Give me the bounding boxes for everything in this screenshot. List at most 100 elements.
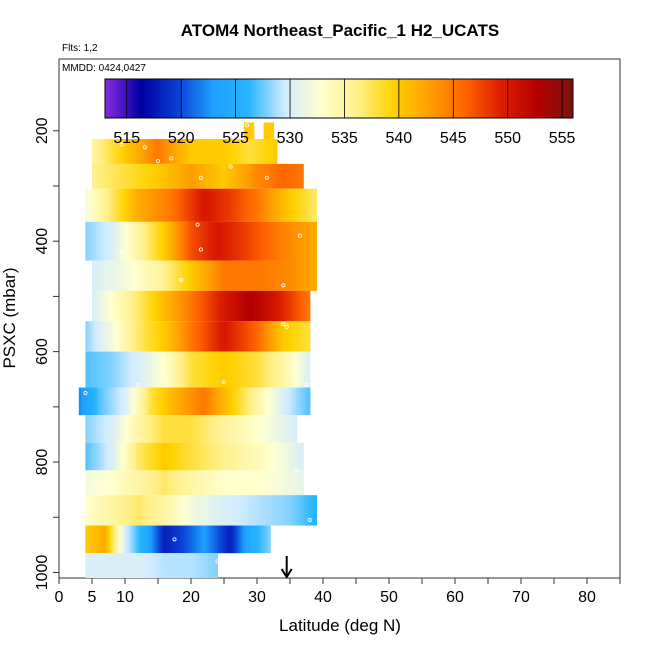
colorbar-swatch bbox=[315, 79, 319, 118]
colorbar-swatch bbox=[120, 79, 124, 118]
heatmap-cell bbox=[276, 260, 280, 291]
colorbar-swatch bbox=[255, 79, 259, 118]
heatmap-cell bbox=[249, 139, 252, 164]
heatmap-cell bbox=[228, 260, 232, 291]
heatmap-cell bbox=[172, 139, 176, 164]
heatmap-cell bbox=[138, 260, 142, 291]
heatmap-cell bbox=[207, 525, 211, 554]
heatmap-cell bbox=[207, 553, 211, 578]
colorbar-swatch bbox=[547, 79, 551, 118]
colorbar-swatch bbox=[320, 79, 324, 118]
flight-marker bbox=[294, 468, 299, 473]
heatmap-cell bbox=[286, 415, 290, 443]
heatmap-cell bbox=[203, 221, 207, 261]
heatmap-cell bbox=[297, 470, 301, 496]
heatmap-cell bbox=[110, 525, 114, 554]
heatmap-cell bbox=[140, 415, 144, 443]
heatmap-cell bbox=[258, 260, 262, 291]
heatmap-cell bbox=[293, 221, 297, 261]
heatmap-cell bbox=[219, 139, 222, 164]
heatmap-cell bbox=[212, 290, 216, 322]
heatmap-cell bbox=[147, 470, 151, 496]
heatmap-cell bbox=[240, 351, 244, 388]
heatmap-cell bbox=[230, 163, 234, 189]
heatmap-cell bbox=[147, 442, 151, 471]
heatmap-cell bbox=[87, 321, 91, 352]
heatmap-cell bbox=[147, 415, 151, 443]
heatmap-cell bbox=[254, 525, 257, 554]
heatmap-cell bbox=[138, 553, 142, 578]
heatmap-cell bbox=[196, 495, 200, 526]
colorbar-swatch bbox=[164, 79, 168, 118]
heatmap-cell bbox=[166, 321, 170, 352]
heatmap-cell bbox=[168, 260, 172, 291]
heatmap-cell bbox=[214, 221, 218, 261]
heatmap-cell bbox=[196, 351, 200, 388]
heatmap-cell bbox=[101, 387, 105, 416]
colorbar-swatch bbox=[149, 79, 153, 118]
heatmap-cell bbox=[274, 442, 278, 471]
heatmap-cell bbox=[101, 495, 105, 526]
heatmap-cell bbox=[161, 221, 165, 261]
heatmap-cell bbox=[209, 260, 213, 291]
heatmap-cell bbox=[124, 221, 128, 261]
heatmap-cell bbox=[281, 470, 285, 496]
heatmap-cell bbox=[180, 525, 184, 554]
heatmap-cell bbox=[224, 470, 227, 496]
colorbar-swatch bbox=[401, 79, 405, 118]
heatmap-cell bbox=[154, 415, 158, 443]
heatmap-cell bbox=[247, 415, 251, 443]
heatmap-cell bbox=[90, 415, 93, 443]
heatmap-cell bbox=[179, 290, 183, 322]
heatmap-cell bbox=[92, 290, 95, 322]
heatmap-cell bbox=[85, 553, 89, 578]
heatmap-cell bbox=[99, 442, 103, 471]
heatmap-cell bbox=[159, 470, 163, 496]
heatmap-cell bbox=[246, 260, 250, 291]
heatmap-cell bbox=[187, 525, 190, 554]
heatmap-cell bbox=[254, 351, 257, 388]
heatmap-cell bbox=[145, 495, 149, 526]
heatmap-cell bbox=[221, 495, 225, 526]
heatmap-cell bbox=[117, 163, 121, 189]
heatmap-cell bbox=[177, 470, 181, 496]
colorbar-swatch bbox=[476, 79, 480, 118]
heatmap-cell bbox=[258, 188, 262, 222]
heatmap-cell bbox=[99, 188, 103, 222]
heatmap-cell bbox=[122, 163, 125, 189]
heatmap-cell bbox=[214, 470, 218, 496]
heatmap-cell bbox=[226, 442, 230, 471]
colorbar-swatch bbox=[448, 79, 452, 118]
heatmap-cell bbox=[200, 470, 204, 496]
heatmap-cell bbox=[248, 122, 252, 140]
colorbar-swatch bbox=[479, 79, 483, 118]
heatmap-cell bbox=[184, 470, 188, 496]
heatmap-cell bbox=[186, 163, 190, 189]
heatmap-cell bbox=[140, 163, 144, 189]
heatmap-cell bbox=[191, 387, 195, 416]
heatmap-cell bbox=[117, 525, 121, 554]
flight-marker bbox=[165, 382, 170, 387]
heatmap-cell bbox=[232, 290, 236, 322]
heatmap-cell bbox=[187, 351, 190, 388]
heatmap-cell bbox=[124, 163, 128, 189]
heatmap-cell bbox=[304, 495, 308, 526]
flight-marker bbox=[304, 382, 309, 387]
heatmap-cell bbox=[168, 470, 172, 496]
heatmap-cell bbox=[106, 525, 110, 554]
heatmap-cell bbox=[180, 321, 184, 352]
heatmap-cell bbox=[270, 495, 274, 526]
heatmap-cell bbox=[258, 442, 262, 471]
heatmap-cell bbox=[274, 321, 278, 352]
colorbar-swatch bbox=[211, 79, 215, 118]
heatmap-cell bbox=[152, 290, 155, 322]
heatmap-cell bbox=[147, 188, 151, 222]
heatmap-cell bbox=[170, 321, 174, 352]
heatmap-cell bbox=[126, 525, 130, 554]
heatmap-cell bbox=[186, 260, 190, 291]
colorbar-swatch bbox=[388, 79, 392, 118]
heatmap-cell bbox=[131, 415, 135, 443]
heatmap-cell bbox=[159, 221, 163, 261]
colorbar-swatch bbox=[274, 79, 278, 118]
heatmap-cell bbox=[205, 495, 209, 526]
